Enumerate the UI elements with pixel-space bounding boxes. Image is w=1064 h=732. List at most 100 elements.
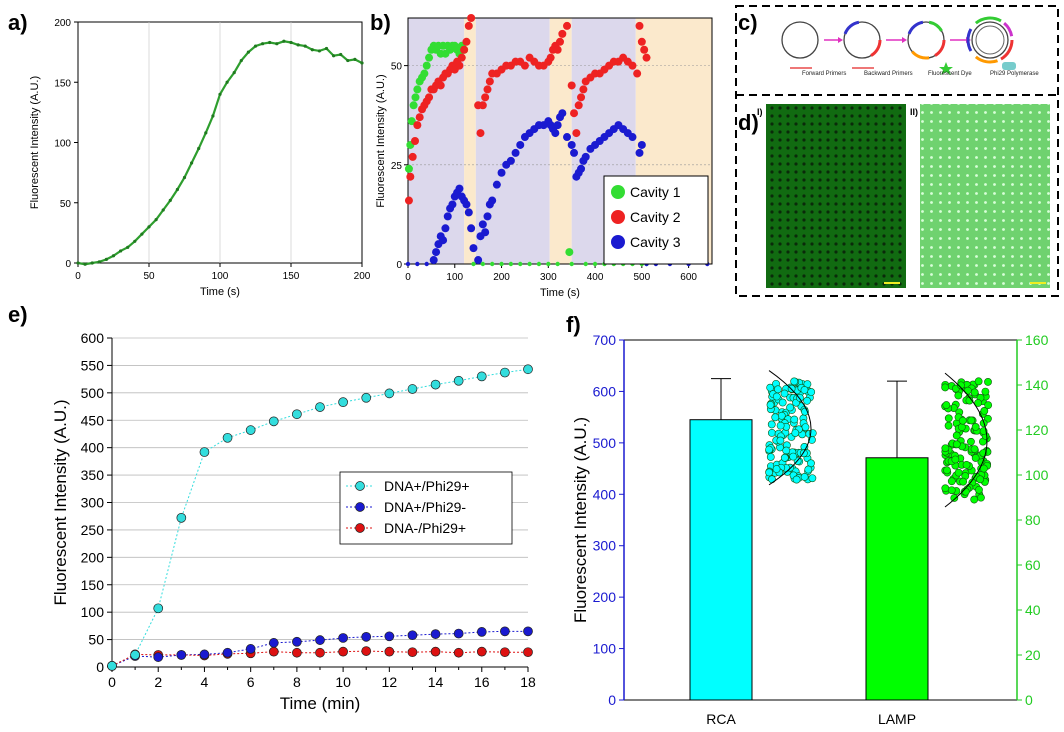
data-point-b <box>439 236 448 245</box>
data-point-b <box>481 93 490 102</box>
data-point-e <box>476 371 487 382</box>
category-label-f: LAMP <box>878 711 916 727</box>
tick-label-x-a: 200 <box>354 271 371 282</box>
distribution-point-f <box>941 484 950 493</box>
background-band-b <box>475 18 550 264</box>
data-point-b <box>480 261 486 267</box>
diagram-c-d: Forward Primers Backward Primers Fluores… <box>735 5 1059 297</box>
tick-label-y-b: 50 <box>391 62 403 73</box>
inner-strand <box>975 25 1005 55</box>
data-point-e <box>292 636 302 647</box>
tick-label-y-f: 700 <box>593 332 617 348</box>
data-point-a <box>97 260 101 264</box>
data-point-e <box>523 364 533 375</box>
data-point-a <box>317 49 321 53</box>
distribution-point-f <box>943 466 951 475</box>
tick-label-x-b: 400 <box>587 272 604 283</box>
data-point-b <box>635 148 644 157</box>
data-point-b <box>429 256 438 265</box>
distribution-point-f <box>942 401 951 409</box>
data-point-b <box>441 224 450 233</box>
tick-label-y-e: 450 <box>81 412 105 428</box>
data-point-a <box>211 114 215 118</box>
distribution-point-f <box>976 475 985 484</box>
legend-marker-b <box>611 210 625 224</box>
tick-label-x-b: 500 <box>634 272 651 283</box>
distribution-point-f <box>772 392 781 401</box>
data-point-b <box>489 261 495 267</box>
data-point-a <box>353 57 357 61</box>
data-point-b <box>565 248 574 257</box>
data-point-e <box>315 402 325 412</box>
legend-label-e: DNA-/Phi29+ <box>384 520 466 536</box>
tick-label-y2-f: 0 <box>1025 692 1033 708</box>
data-point-a <box>119 249 123 253</box>
distribution-point-f <box>944 421 953 430</box>
distribution-point-f <box>782 446 791 455</box>
data-point-b <box>455 61 464 70</box>
data-point-b <box>485 77 494 86</box>
data-point-e <box>430 379 441 390</box>
distribution-point-f <box>791 429 800 437</box>
legend-marker-e <box>355 481 365 491</box>
data-point-b <box>628 133 637 142</box>
primer-arc <box>928 20 943 32</box>
data-point-a <box>332 54 336 58</box>
data-point-a <box>182 175 187 180</box>
arrow-head <box>838 37 843 43</box>
data-point-b <box>409 101 418 110</box>
data-point-a <box>76 261 80 265</box>
primer-arc <box>870 39 882 57</box>
data-point-b <box>464 21 473 30</box>
distribution-point-f <box>950 494 959 502</box>
data-point-e <box>384 646 395 657</box>
tick-label-y-e: 200 <box>81 549 105 565</box>
tick-label-y2-f: 140 <box>1025 377 1049 393</box>
data-point-b <box>432 248 441 257</box>
data-point-a <box>126 245 130 249</box>
tick-label-y-e: 350 <box>81 467 105 483</box>
data-point-e <box>268 646 279 657</box>
distribution-point-f <box>975 485 983 494</box>
data-point-a <box>104 257 108 261</box>
tick-label-y2-f: 120 <box>1025 422 1049 438</box>
distribution-curve-f <box>944 372 988 508</box>
data-point-e <box>476 627 487 637</box>
legend-label-b: Cavity 2 <box>630 209 681 225</box>
data-point-b <box>405 261 411 267</box>
data-point-b <box>556 37 564 46</box>
data-point-e <box>407 384 418 394</box>
data-point-a <box>168 198 172 202</box>
primer-arc <box>974 55 999 64</box>
distribution-point-f <box>967 416 976 425</box>
data-point-b <box>457 53 466 62</box>
legend-label-e: DNA+/Phi29- <box>384 499 466 515</box>
data-point-b <box>420 69 429 78</box>
distribution-point-f <box>958 416 967 425</box>
data-point-a <box>261 42 265 46</box>
data-point-e <box>361 392 372 403</box>
tick-label-y-e: 600 <box>81 330 105 346</box>
data-point-e <box>107 661 117 671</box>
data-point-a <box>218 92 222 96</box>
plot-frame-b <box>407 17 713 265</box>
distribution-point-f <box>767 420 776 429</box>
distribution-point-f <box>981 387 990 396</box>
data-point-e <box>500 647 510 658</box>
distribution-point-f <box>941 383 950 392</box>
data-point-e <box>361 631 372 642</box>
data-point-a <box>232 71 236 75</box>
tick-label-y-b: 25 <box>391 161 403 172</box>
distribution-point-f <box>800 473 809 481</box>
data-point-b <box>555 261 560 267</box>
tick-label-y-f: 400 <box>593 486 617 502</box>
distribution-point-f <box>974 377 983 386</box>
distribution-point-f <box>971 423 980 431</box>
tick-label-y2-f: 40 <box>1025 602 1041 618</box>
distribution-point-f <box>808 474 817 483</box>
panel-label-f: f) <box>566 312 581 337</box>
data-point-b <box>569 261 574 267</box>
tick-label-y-e: 550 <box>81 357 105 373</box>
data-point-b <box>577 164 586 173</box>
